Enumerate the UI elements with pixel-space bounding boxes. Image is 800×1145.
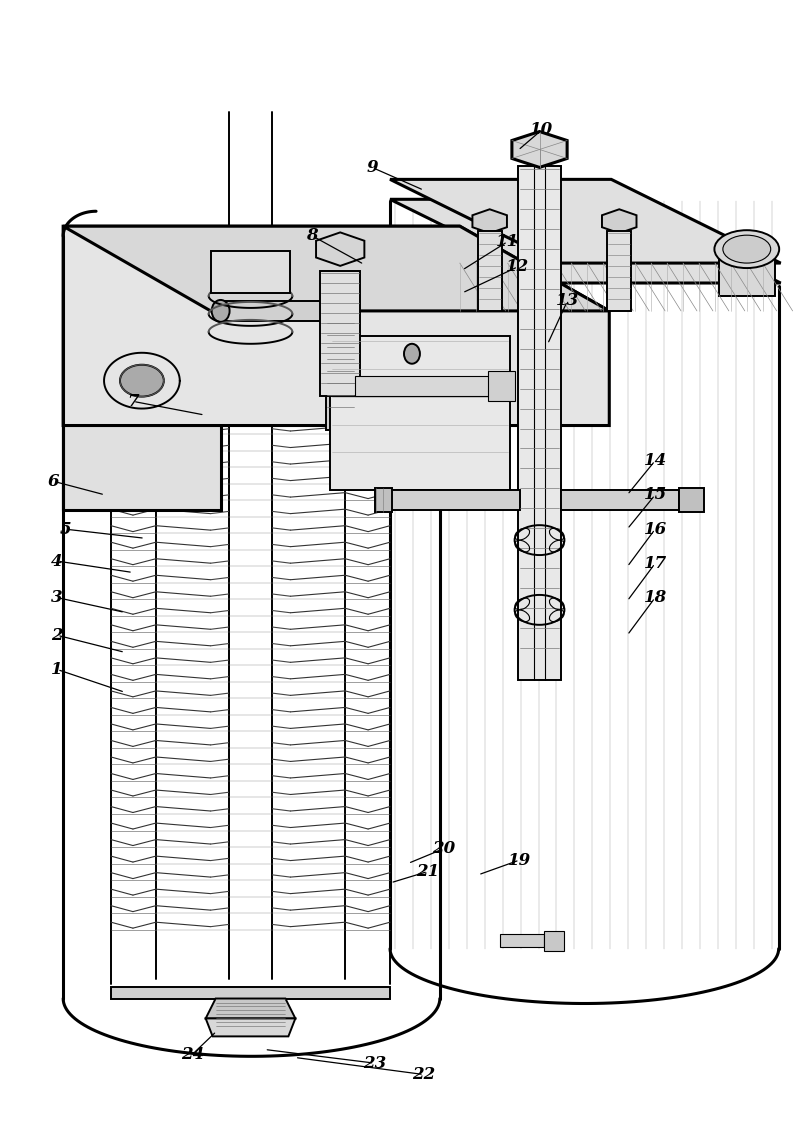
Text: 19: 19 [508,852,531,869]
Text: 2: 2 [51,626,63,643]
Text: 6: 6 [47,473,59,490]
Polygon shape [390,490,519,511]
Text: 21: 21 [416,863,439,881]
Text: 12: 12 [506,259,530,275]
Text: 3: 3 [51,590,63,606]
Polygon shape [473,210,507,234]
Polygon shape [63,227,221,511]
Polygon shape [111,987,390,998]
Text: 23: 23 [363,1055,386,1072]
Text: 7: 7 [127,393,138,410]
Polygon shape [602,210,637,234]
Polygon shape [206,998,295,1018]
Ellipse shape [714,230,779,268]
Text: 8: 8 [306,228,318,244]
Ellipse shape [120,365,164,396]
Polygon shape [221,301,340,321]
Polygon shape [63,227,610,311]
Text: 18: 18 [643,590,666,606]
Ellipse shape [723,235,770,263]
Polygon shape [390,199,781,283]
Polygon shape [355,346,410,363]
Polygon shape [607,231,631,311]
Polygon shape [390,180,781,263]
Text: 20: 20 [432,840,455,858]
Polygon shape [326,321,355,431]
Text: 13: 13 [556,292,579,309]
Polygon shape [478,231,502,311]
Text: 1: 1 [51,661,63,678]
Polygon shape [719,250,774,295]
Polygon shape [355,376,490,396]
Text: 11: 11 [496,234,519,250]
Text: 14: 14 [643,452,666,469]
Polygon shape [320,271,360,396]
Polygon shape [330,335,510,490]
Text: 15: 15 [643,487,666,504]
Ellipse shape [212,300,230,322]
Text: 10: 10 [530,121,554,139]
Text: 17: 17 [643,555,666,571]
Ellipse shape [404,344,420,364]
Polygon shape [518,166,562,680]
Polygon shape [562,490,679,511]
Polygon shape [545,931,565,950]
Text: 9: 9 [366,159,378,176]
Polygon shape [512,132,567,167]
Text: 24: 24 [181,1045,204,1063]
Polygon shape [316,232,364,266]
Polygon shape [375,488,392,512]
Text: 4: 4 [51,553,63,569]
Text: 5: 5 [59,521,71,538]
Polygon shape [210,251,290,293]
Polygon shape [500,933,545,947]
Polygon shape [63,227,610,426]
Polygon shape [488,371,514,401]
Text: 16: 16 [643,521,666,538]
Text: 22: 22 [412,1066,435,1083]
Polygon shape [206,1018,295,1036]
Polygon shape [679,488,704,512]
